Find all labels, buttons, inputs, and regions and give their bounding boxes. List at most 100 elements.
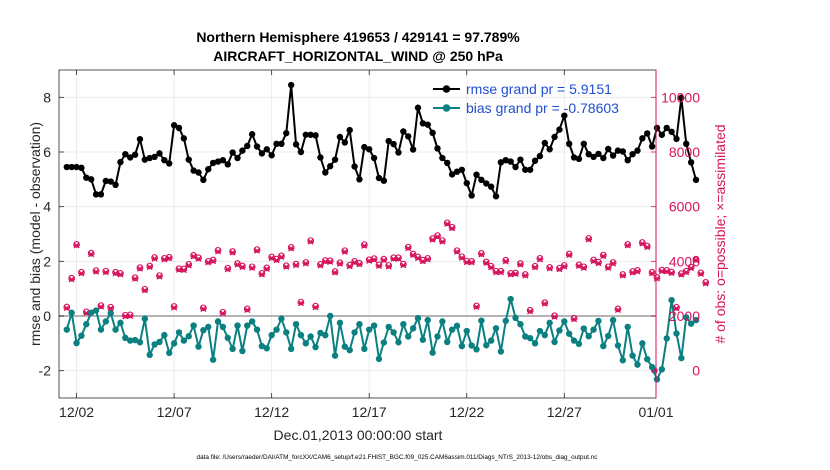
obs-possible-point — [551, 312, 558, 320]
rmse-point — [390, 140, 397, 148]
rmse-point — [287, 81, 295, 89]
rmse-point — [351, 163, 358, 170]
obs-assimilated-point — [502, 258, 509, 265]
rmse-point — [214, 158, 222, 165]
rmse-point — [419, 120, 427, 127]
rmse-point — [326, 163, 334, 170]
bias-point — [351, 329, 358, 336]
rmse-point — [653, 124, 661, 132]
bias-point — [639, 340, 646, 347]
obs-possible-point — [156, 272, 163, 279]
bias-point — [409, 325, 417, 332]
bias-point — [492, 325, 500, 332]
bias-point — [458, 342, 466, 350]
bias-point — [326, 312, 334, 320]
rmse-point — [175, 124, 183, 132]
obs-possible-point — [497, 267, 505, 275]
rmse-point — [83, 174, 90, 181]
bias-point — [395, 339, 402, 346]
obs-assimilated-point — [653, 275, 661, 282]
obs-assimilated-point — [531, 264, 539, 271]
x-tick-label: 12/02 — [59, 404, 94, 420]
rmse-point — [663, 124, 670, 132]
rmse-point — [297, 148, 305, 156]
obs-assimilated-point — [561, 263, 568, 270]
obs-possible-point — [424, 254, 432, 262]
bias-point — [526, 334, 534, 342]
obs-possible-point — [239, 262, 246, 270]
bias-point — [512, 314, 519, 322]
obs-possible-point — [492, 267, 500, 275]
obs-possible-point — [468, 257, 475, 265]
obs-assimilated-point — [224, 266, 231, 273]
obs-assimilated-point — [697, 270, 705, 277]
rmse-point — [341, 139, 349, 146]
obs-possible-point — [502, 256, 510, 264]
obs-possible-point — [390, 254, 397, 262]
obs-assimilated-point — [687, 265, 695, 272]
bias-point — [605, 332, 612, 340]
obs-assimilated-point — [297, 300, 305, 307]
obs-assimilated-point — [541, 300, 548, 307]
bias-point — [585, 333, 592, 340]
bias-point — [112, 326, 119, 333]
bias-point — [136, 339, 144, 346]
bias-point — [322, 331, 329, 339]
bias-point — [87, 309, 95, 316]
obs-assimilated-point — [370, 256, 378, 263]
rmse-point — [541, 139, 548, 147]
bias-point — [107, 310, 114, 317]
rmse-point — [575, 155, 583, 163]
bias-point — [487, 337, 495, 344]
obs-assimilated-point — [117, 271, 124, 278]
bias-point — [346, 346, 353, 354]
y-left-tick-label: 4 — [43, 199, 51, 215]
x-tick-label: 12/22 — [449, 404, 484, 420]
obs-possible-point — [458, 253, 466, 261]
rmse-point — [92, 191, 100, 198]
obs-possible-point — [253, 246, 261, 253]
bias-point — [439, 318, 446, 325]
obs-assimilated-point — [292, 262, 300, 269]
bias-point — [453, 322, 461, 330]
y-left-tick-label: 8 — [43, 89, 51, 105]
obs-possible-point — [609, 259, 617, 266]
bias-point — [517, 321, 524, 328]
rmse-point — [107, 178, 114, 185]
bias-point — [239, 347, 246, 355]
bias-point — [556, 327, 563, 334]
obs-possible-point — [307, 237, 315, 244]
obs-possible-point — [434, 232, 441, 239]
bias-point — [229, 345, 236, 352]
bias-point — [292, 321, 300, 328]
bias-point — [502, 317, 509, 325]
obs-possible-point — [648, 268, 656, 276]
y-left-tick-label: 2 — [43, 253, 51, 269]
rmse-point — [97, 191, 105, 198]
obs-possible-point — [697, 269, 705, 277]
rmse-point — [448, 171, 456, 178]
x-tick-label: 12/17 — [352, 404, 387, 420]
obs-assimilated-point — [595, 260, 602, 267]
obs-possible-point — [263, 264, 271, 272]
obs-assimilated-point — [136, 265, 144, 272]
rmse-point — [561, 112, 568, 119]
bias-point — [224, 334, 231, 342]
obs-assimilated-point — [683, 269, 690, 276]
bias-point — [429, 349, 436, 356]
bias-point — [419, 336, 427, 343]
rmse-point — [156, 150, 163, 157]
obs-possible-point — [336, 259, 344, 267]
obs-assimilated-point — [336, 260, 344, 267]
x-tick-label: 12/12 — [254, 404, 289, 420]
obs-assimilated-point — [609, 260, 617, 267]
obs-assimilated-point — [248, 264, 256, 271]
obs-possible-point — [638, 239, 646, 246]
bias-point — [219, 323, 227, 331]
obs-assimilated-point — [166, 255, 173, 262]
obs-assimilated-point — [565, 251, 573, 259]
bias-point — [244, 322, 251, 329]
y-right-tick-label: 10000 — [661, 89, 700, 105]
obs-possible-point — [78, 268, 85, 276]
rmse-point — [224, 161, 231, 168]
